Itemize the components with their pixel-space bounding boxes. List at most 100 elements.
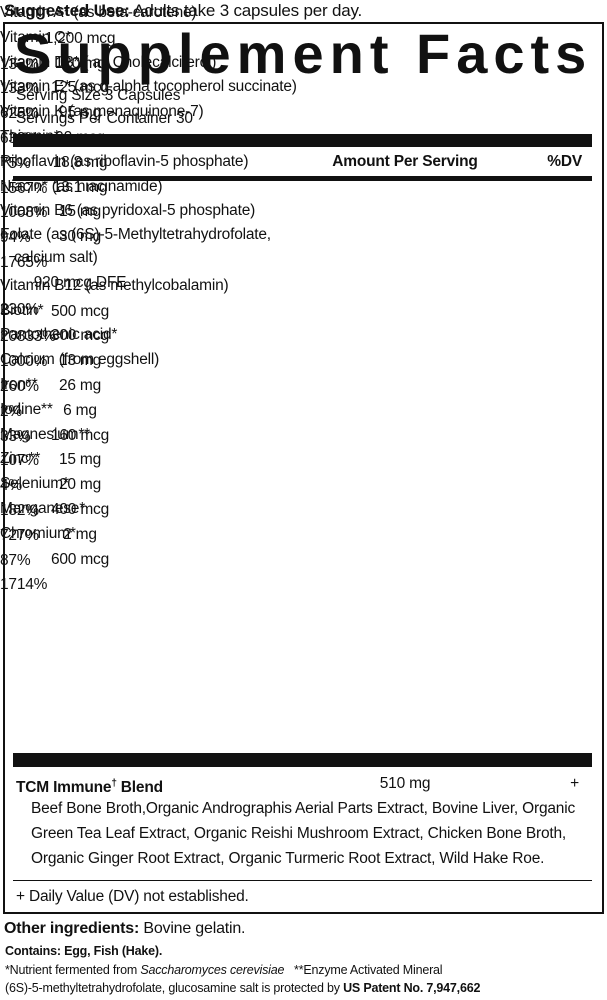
- nutrient-amount: 15 mg: [58, 203, 102, 221]
- nutrient-name: calcium salt): [14, 249, 98, 267]
- nutrient-amount: 600 mcg: [50, 550, 110, 568]
- nutrient-amount: 20 mg: [58, 476, 102, 494]
- nutrient-dv: 182%: [0, 501, 39, 519]
- note-text: **Enzyme Activated Mineral: [294, 963, 443, 977]
- other-ingredients: Other ingredients: Bovine gelatin.: [4, 918, 246, 940]
- nutrient-dv: 133%: [0, 55, 39, 73]
- blend-amount: 510 mg: [379, 775, 431, 792]
- nutrient-dv: 260%: [0, 377, 39, 395]
- nutrient-amount: 120 mg: [54, 54, 106, 72]
- nutrient-name: Iodine**: [0, 400, 53, 418]
- nutrient-amount: 13.1 mg: [52, 178, 108, 196]
- nutrient-dv: 94%: [0, 229, 31, 247]
- suggested-use: Suggested Use: Adults take 3 capsules pe…: [4, 0, 362, 22]
- nutrient-amount: 2 mg: [63, 525, 97, 543]
- nutrient-name: Vitamin E* (as d-alpha tocopherol succin…: [0, 78, 297, 96]
- nutrient-dv: 1567%: [0, 179, 48, 197]
- nutrient-row: Zinc** 20 mg 182%: [0, 446, 607, 519]
- nutrient-amount: 30 mg: [58, 228, 102, 246]
- nutrient-row: Chromium* 600 mcg 1714%: [0, 521, 607, 594]
- nutrient-name: Biotin*: [0, 301, 44, 319]
- nutrient-name: Vitamin B12 (as methylcobalamin): [0, 276, 229, 294]
- nutrient-rows: Vitamin A* (as beta-carotene) 1,200 mcg 13…: [0, 0, 607, 594]
- patent: US Patent No. 7,947,662: [343, 981, 481, 995]
- nutrient-row: Iodine** 160 mcg 107%: [0, 397, 607, 470]
- nutrient-amount: 125 mcg: [50, 79, 110, 97]
- servings-per-container: Servings Per Container 30: [16, 110, 193, 127]
- nutrient-dv: 133%: [0, 80, 39, 98]
- notes-line-1: *Nutrient fermented from Saccharomyces c…: [5, 961, 443, 979]
- nutrient-dv: 727%: [0, 526, 39, 544]
- facts-box: [3, 22, 604, 914]
- nutrient-row: Pantothenic acid* 13 mg 260%: [0, 322, 607, 395]
- nutrient-amount: 160 mcg: [50, 426, 110, 444]
- nutrient-amount: 95 mg: [58, 104, 102, 122]
- blend-symbol: †: [111, 778, 117, 789]
- nutrient-dv: 107%: [0, 452, 39, 470]
- nutrient-amount: 6 mg: [63, 401, 97, 419]
- nutrient-amount: 300 mcg: [50, 327, 110, 345]
- nutrient-row: Selenium* 400 mcg 727%: [0, 471, 607, 544]
- nutrient-dv: 625%: [0, 105, 39, 123]
- nutrient-row: Manganese* 2 mg 87%: [0, 496, 607, 569]
- suggested-use-label: Suggested Use:: [4, 1, 130, 20]
- nutrient-name: Chromium*: [0, 524, 76, 542]
- suggested-use-text: Adults take 3 capsules per day.: [133, 1, 363, 20]
- nutrient-amount: 500 mcg: [50, 302, 110, 320]
- footnote: + Daily Value (DV) not established.: [16, 888, 249, 905]
- blend-title: TCM Immune: [16, 779, 112, 797]
- nutrient-row: Iron** 6 mg 33%: [0, 372, 607, 445]
- nutrient-name: Selenium*: [0, 475, 69, 493]
- nutrient-dv: 230%: [0, 301, 39, 319]
- nutrient-row: Vitamin B6 (as pyridoxal-5 phosphate) 30 …: [0, 198, 607, 271]
- nutrient-name: Folate (as (6S)-5-Methyltetrahydrofolate…: [0, 226, 271, 244]
- serving-size: Serving Size 3 Capsules: [16, 87, 181, 104]
- thin-rule: [13, 880, 592, 881]
- header-dv: %DV: [547, 153, 582, 170]
- contains: Contains: Egg, Fish (Hake).: [5, 944, 163, 958]
- nutrient-row: Magnesium** 15 mg 4%: [0, 422, 607, 495]
- nutrient-name: Calcium (from eggshell): [0, 351, 160, 369]
- nutrient-name: Riboflavin (as riboflavin-5 phosphate): [0, 152, 249, 170]
- nutrient-dv: 1000%: [0, 353, 48, 371]
- nutrient-dv: 87%: [0, 551, 31, 569]
- nutrient-dv: 1765%: [0, 253, 48, 271]
- nutrient-name: Iron**: [0, 375, 38, 393]
- nutrient-row: Folate (as (6S)-5-Methyltetrahydrofolate…: [0, 223, 607, 318]
- nutrient-dv: 75%: [0, 154, 31, 172]
- nutrient-dv: 2%: [0, 402, 23, 420]
- nutrient-name: Manganese*: [0, 499, 86, 517]
- thick-rule: [13, 753, 592, 767]
- nutrient-amount: 15 mg: [58, 451, 102, 469]
- nutrient-row: Riboflavin (as riboflavin-5 phosphate) 13…: [0, 149, 607, 222]
- other-ingredients-label: Other ingredients:: [4, 920, 140, 937]
- nutrient-name: Vitamin D3* ( as Cholecalciferol): [0, 53, 217, 71]
- thick-rule: [13, 134, 592, 147]
- nutrient-amount: 26 mg: [58, 376, 102, 394]
- blend-name: TCM Immune† Blend: [16, 772, 163, 799]
- nutrient-dv: 20833%: [0, 328, 56, 346]
- nutrient-row: Vitamin A* (as beta-carotene) 1,200 mcg 13…: [0, 0, 607, 73]
- nutrient-name: Pantothenic acid*: [0, 326, 118, 344]
- nutrient-name: Vitamin C*: [0, 28, 71, 46]
- note-species: Saccharomyces cerevisiae: [140, 963, 285, 977]
- nutrient-row: Biotin* 300 mcg 1000%: [0, 298, 607, 371]
- nutrient-name: Niacin* (as niacinamide): [0, 177, 163, 195]
- nutrient-row: Calcium (from eggshell) 26 mg 2%: [0, 347, 607, 420]
- nutrient-name: Vitamin A* (as beta-carotene): [0, 4, 197, 21]
- nutrient-amount: 13 mg: [58, 352, 102, 370]
- nutrient-name: Magnesium**: [0, 425, 90, 443]
- note-text: *Nutrient fermented from: [5, 963, 138, 977]
- blend-ingredients: Beef Bone Broth,Organic Andrographis Aer…: [31, 800, 576, 867]
- nutrient-amount: 18.8 mg: [52, 153, 108, 171]
- other-ingredients-text: Bovine gelatin.: [143, 920, 246, 937]
- note-text: (6S)-5-methyltetrahydrofolate, glucosami…: [5, 981, 340, 995]
- nutrient-row: Vitamin B12 (as methylcobalamin) 500 mcg 2…: [0, 273, 607, 346]
- nutrient-amount: 1,200 mcg: [44, 29, 116, 47]
- nutrient-row: Niacin* (as niacinamide) 15 mg 94%: [0, 174, 607, 247]
- nutrient-name: Vitamin K (as menaquinone-7): [0, 103, 204, 121]
- header-amount: Amount Per Serving: [332, 153, 478, 170]
- nutrient-name: Vitamin B6 (as pyridoxal-5 phosphate): [0, 202, 256, 220]
- nutrient-dv: 33%: [0, 427, 31, 445]
